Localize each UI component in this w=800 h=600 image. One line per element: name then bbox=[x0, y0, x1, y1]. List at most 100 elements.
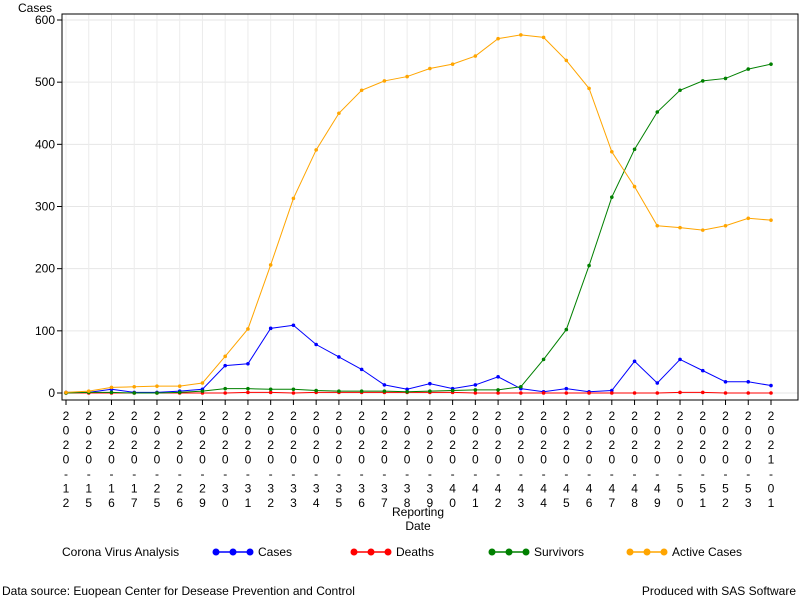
data-point-deaths bbox=[268, 390, 273, 395]
x-tick-label: 2 0 2 0 -3 1 bbox=[245, 409, 252, 510]
x-tick-label: 2 0 2 0 -1 5 bbox=[85, 409, 92, 510]
legend-label-cases: Cases bbox=[258, 545, 292, 559]
data-point-active-cases bbox=[246, 327, 250, 331]
legend-marker-survivors bbox=[505, 548, 513, 556]
data-point-deaths bbox=[541, 391, 546, 395]
data-point-survivors bbox=[541, 357, 546, 362]
y-tick-label: 0 bbox=[48, 386, 55, 400]
data-point-deaths bbox=[678, 390, 682, 395]
data-point-survivors bbox=[382, 389, 387, 393]
x-tick-label: 2 0 2 0 -3 5 bbox=[336, 409, 343, 510]
legend-marker-survivors bbox=[488, 548, 496, 556]
data-point-active-cases bbox=[700, 228, 705, 232]
x-tick-label: 2 0 2 0 -2 6 bbox=[176, 409, 183, 510]
data-point-cases bbox=[291, 323, 296, 328]
data-point-cases bbox=[359, 367, 364, 372]
legend: Corona Virus Analysis Cases Deaths Survivo… bbox=[62, 545, 742, 559]
legend-marker-cases bbox=[212, 548, 220, 556]
data-point-active-cases bbox=[655, 223, 660, 228]
x-axis: 2 0 2 0 -1 2 2 0 2 0 -1 5 2 0 2 0 -1 6 2 0 2 0 -1 7 2 0 2 0 -2 5 2 0 2 0-… bbox=[63, 400, 775, 510]
x-tick-label: 2 0 2 0 -4 7 bbox=[608, 409, 615, 510]
data-point-deaths bbox=[700, 390, 705, 395]
legend-marker-cases bbox=[246, 548, 254, 556]
data-point-survivors bbox=[200, 389, 205, 393]
data-point-survivors bbox=[678, 88, 682, 93]
data-point-active-cases bbox=[359, 88, 364, 93]
data-point-active-cases bbox=[223, 354, 227, 359]
data-point-survivors bbox=[223, 386, 227, 391]
x-axis-label-line1: Reporting bbox=[392, 505, 444, 519]
x-tick-label: 2 0 2 0 -3 7 bbox=[381, 409, 388, 510]
series-line-active-cases bbox=[65, 34, 772, 393]
data-point-survivors bbox=[268, 387, 273, 392]
x-tick-label: 2 0 2 0 -3 2 bbox=[267, 409, 274, 510]
x-tick-label: 2 0 2 0 -1 7 bbox=[131, 409, 138, 510]
x-tick-label: 2 0 2 0 -2 5 bbox=[154, 409, 161, 510]
data-point-active-cases bbox=[337, 111, 341, 116]
x-tick-label: 2 0 2 0 -1 6 bbox=[108, 409, 115, 510]
data-point-survivors bbox=[700, 79, 705, 83]
data-point-survivors bbox=[564, 327, 569, 332]
x-tick-label: 2 0 2 0 -3 8 bbox=[404, 409, 411, 510]
data-point-active-cases bbox=[496, 36, 500, 41]
data-point-survivors bbox=[723, 76, 728, 81]
data-point-cases bbox=[428, 381, 432, 386]
data-point-active-cases bbox=[155, 384, 159, 388]
data-source-note: Data source: Euopean Center for Desease … bbox=[2, 584, 355, 598]
data-point-survivors bbox=[246, 386, 250, 391]
y-tick-label: 400 bbox=[35, 137, 55, 151]
data-point-cases bbox=[723, 380, 728, 384]
data-point-active-cases bbox=[769, 218, 773, 222]
legend-marker-active-cases bbox=[643, 548, 651, 556]
data-point-survivors bbox=[291, 387, 296, 392]
data-point-active-cases bbox=[291, 196, 296, 201]
legend-title: Corona Virus Analysis bbox=[62, 545, 179, 559]
data-point-survivors bbox=[177, 390, 182, 395]
data-point-active-cases bbox=[200, 381, 205, 385]
x-tick-label: 2 0 2 0 -5 1 bbox=[699, 409, 706, 510]
x-tick-label: 2 0 2 0 -5 3 bbox=[745, 409, 752, 510]
legend-marker-deaths bbox=[384, 548, 392, 556]
data-point-deaths bbox=[723, 391, 728, 395]
data-point-survivors bbox=[337, 389, 341, 393]
data-point-cases bbox=[314, 342, 318, 347]
data-point-cases bbox=[337, 355, 341, 359]
data-point-survivors bbox=[587, 263, 591, 268]
data-point-survivors bbox=[314, 388, 318, 393]
y-tick-label: 100 bbox=[35, 324, 55, 338]
data-point-active-cases bbox=[428, 66, 432, 71]
data-point-active-cases bbox=[519, 33, 523, 37]
data-point-active-cases bbox=[746, 216, 751, 221]
x-tick-label: 2 0 2 1 -0 1 bbox=[768, 409, 775, 510]
data-point-survivors bbox=[610, 195, 614, 199]
data-point-deaths bbox=[223, 391, 227, 395]
data-point-deaths bbox=[587, 391, 591, 395]
x-tick-label: 2 0 2 0 -4 1 bbox=[472, 409, 479, 510]
legend-label-survivors: Survivors bbox=[534, 545, 584, 559]
data-point-deaths bbox=[655, 391, 660, 395]
data-point-cases bbox=[473, 383, 478, 387]
data-point-survivors bbox=[769, 62, 773, 66]
data-point-survivors bbox=[428, 389, 432, 393]
data-point-deaths bbox=[473, 391, 478, 395]
x-tick-label: 2 0 2 0 -4 3 bbox=[517, 409, 524, 510]
data-point-active-cases bbox=[564, 58, 569, 63]
data-point-deaths bbox=[632, 391, 637, 395]
data-point-cases bbox=[268, 326, 273, 331]
data-point-survivors bbox=[746, 67, 751, 71]
series-layer bbox=[64, 33, 773, 395]
data-point-active-cases bbox=[587, 86, 591, 91]
series-line-survivors bbox=[65, 63, 772, 394]
x-tick-label: 2 0 2 0 -4 8 bbox=[631, 409, 638, 510]
data-point-active-cases bbox=[64, 390, 68, 395]
legend-label-active-cases: Active Cases bbox=[672, 545, 742, 559]
y-axis-label: Cases bbox=[18, 1, 52, 15]
data-point-cases bbox=[382, 383, 387, 387]
data-point-active-cases bbox=[405, 74, 409, 79]
data-point-survivors bbox=[155, 391, 159, 395]
data-point-active-cases bbox=[678, 225, 682, 230]
data-point-survivors bbox=[450, 388, 455, 393]
data-point-active-cases bbox=[109, 385, 114, 390]
x-tick-label: 2 0 2 0 -5 0 bbox=[677, 409, 684, 510]
data-point-deaths bbox=[291, 391, 296, 395]
